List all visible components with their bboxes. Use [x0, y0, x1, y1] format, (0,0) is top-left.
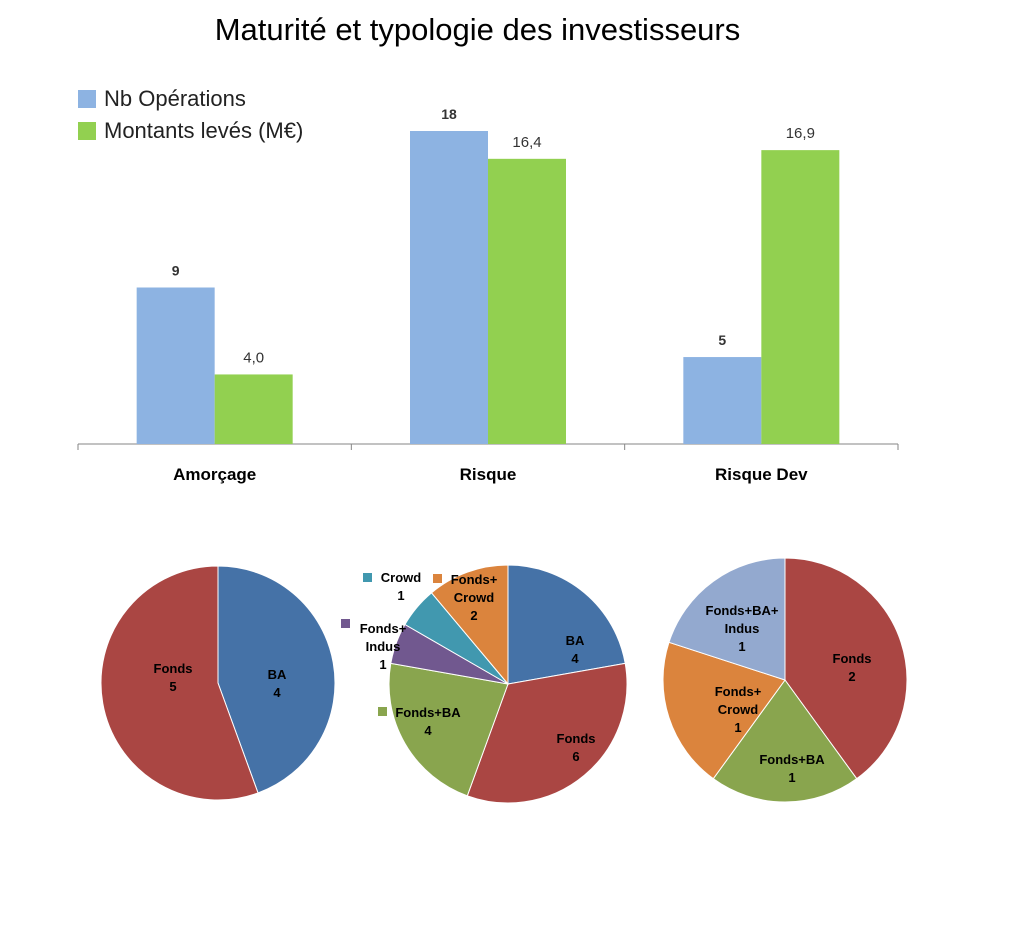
pie-label-fonds-plus-indus: Fonds+: [360, 621, 407, 636]
category-label-risque: Risque: [460, 465, 517, 484]
legend: Nb Opérations Montants levés (M€): [78, 83, 303, 147]
pie-label-ba: BA: [268, 667, 287, 682]
pie-chart-amorcage: BA 4 Fonds 5: [100, 565, 336, 801]
bar-ops-risque-dev: [683, 357, 762, 444]
legend-key-fonds-plus-indus: [341, 619, 350, 628]
pie-label-fonds: 6: [572, 749, 579, 764]
pie-label-fonds-plus-ba-plus-indus: Fonds+BA+: [706, 603, 779, 618]
data-label-montants-amor-age: 4,0: [243, 349, 264, 366]
pie-slice-fonds: [784, 557, 908, 780]
pie-label-fonds: Fonds: [154, 661, 193, 676]
legend-swatch-ops: [78, 90, 96, 108]
data-label-ops-risque: 18: [441, 106, 457, 122]
pie-label-fonds: 5: [169, 679, 176, 694]
pie-label-fonds-plus-crowd: Fonds+: [715, 684, 762, 699]
pie-label-crowd: 1: [397, 588, 404, 603]
pie-label-ba: 4: [571, 651, 579, 666]
pie-slice-fonds-plus-ba-plus-indus: [668, 557, 786, 681]
pie-label-fonds-plus-ba: 1: [788, 770, 795, 785]
bar-chart: 9 4,0 Amorçage 18 16,4 Risque 5 16,9 Risque Dev: [77, 106, 899, 484]
pie-label-ba: 4: [273, 685, 281, 700]
pie-slice-fonds-plus-crowd: [430, 564, 509, 686]
pie-label-fonds: Fonds: [557, 731, 596, 746]
bar-montants-risque: [488, 158, 566, 445]
pie-label-fonds-plus-ba: 4: [424, 723, 432, 738]
pie-chart-risque: BA 4 Fonds 6 Fonds+BA 4 Fonds+ Indus 1 Crowd 1 Fond…: [341, 564, 628, 804]
legend-label-ops: Nb Opérations: [104, 86, 246, 111]
legend-key-crowd: [363, 573, 372, 582]
bar-montants-risque-dev: [761, 150, 840, 444]
bar-ops-amor-age: [136, 287, 215, 444]
pie-label-fonds: Fonds: [833, 651, 872, 666]
data-label-ops-risque-dev: 5: [718, 332, 726, 348]
pie-label-fonds-plus-ba: Fonds+BA: [759, 752, 825, 767]
pie-label-fonds-plus-crowd: Crowd: [718, 702, 759, 717]
data-label-ops-amor-age: 9: [172, 263, 180, 279]
category-label-risque-dev: Risque Dev: [715, 465, 808, 484]
pie-label-fonds-plus-crowd: 2: [470, 608, 477, 623]
pie-label-fonds-plus-ba-plus-indus: Indus: [725, 621, 760, 636]
pie-chart-risque-dev: Fonds 2 Fonds+BA 1 Fonds+ Crowd 1 Fonds+BA+ Indu…: [662, 557, 908, 803]
pie-label-fonds-plus-indus: Indus: [366, 639, 401, 654]
pie-label-fonds-plus-crowd: Crowd: [454, 590, 495, 605]
category-label-amor-age: Amorçage: [173, 465, 256, 484]
legend-key-fonds-plus-ba: [378, 707, 387, 716]
pie-slice-fonds: [466, 662, 628, 804]
pie-label-crowd: Crowd: [381, 570, 422, 585]
pie-slice-ba: [507, 564, 626, 685]
pie-label-fonds-plus-ba: Fonds+BA: [395, 705, 461, 720]
pie-label-fonds-plus-crowd: Fonds+: [451, 572, 498, 587]
pie-label-ba: BA: [566, 633, 585, 648]
legend-item-ops: Nb Opérations: [78, 83, 303, 115]
bar-ops-risque: [410, 131, 488, 444]
legend-swatch-montants: [78, 122, 96, 140]
pie-slice-fonds: [100, 565, 259, 801]
pie-label-fonds-plus-crowd: 1: [734, 720, 741, 735]
pie-slice-fonds-plus-ba: [712, 679, 858, 803]
pie-slice-fonds-plus-ba: [388, 662, 509, 797]
bar-montants-amor-age: [214, 374, 293, 444]
data-label-montants-risque: 16,4: [512, 134, 541, 151]
legend-key-fonds-plus-crowd: [433, 574, 442, 583]
legend-label-montants: Montants levés (M€): [104, 118, 304, 143]
data-label-montants-risque-dev: 16,9: [786, 125, 815, 142]
pie-label-fonds-plus-ba-plus-indus: 1: [738, 639, 745, 654]
chart-title: Maturité et typologie des investisseurs: [214, 12, 741, 47]
pie-label-fonds-plus-indus: 1: [379, 657, 386, 672]
pie-slice-ba: [217, 565, 336, 794]
pie-label-fonds: 2: [848, 669, 855, 684]
legend-item-montants: Montants levés (M€): [78, 115, 303, 147]
pie-slice-fonds-plus-crowd: [662, 641, 786, 780]
